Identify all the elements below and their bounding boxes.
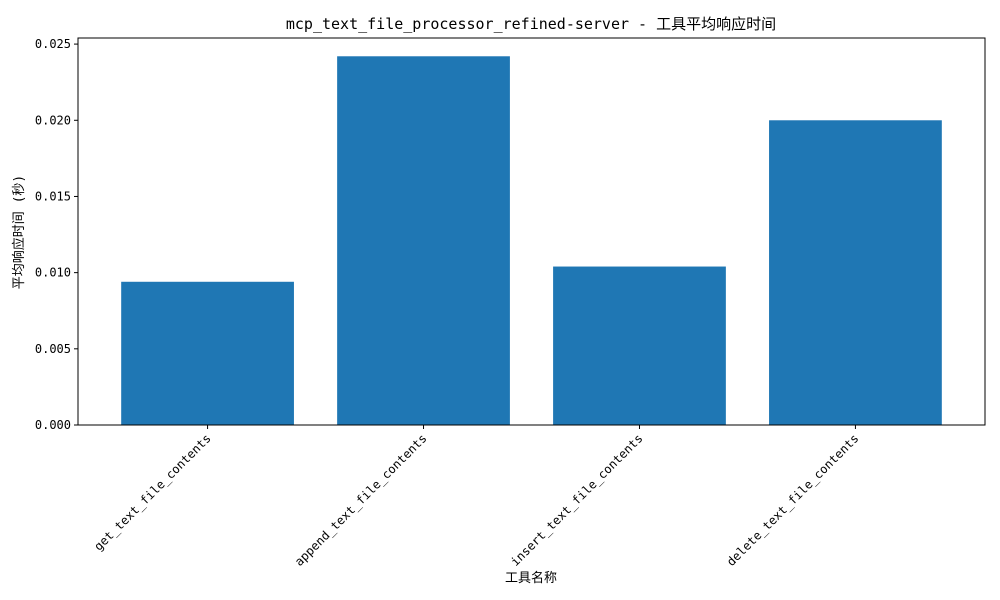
y-tick-label: 0.025 (35, 37, 71, 51)
x-axis-label: 工具名称 (505, 570, 557, 586)
bars-group (121, 56, 942, 425)
y-tick-label: 0.010 (35, 266, 71, 280)
y-axis: 0.000 0.005 0.010 0.015 0.020 0.025 (35, 37, 78, 432)
bar-delete_text_file_contents (769, 120, 942, 425)
y-tick-label: 0.005 (35, 342, 71, 356)
y-tick-label: 0.020 (35, 113, 71, 127)
bar-append_text_file_contents (337, 56, 510, 425)
bar-insert_text_file_contents (553, 266, 726, 425)
y-axis-label: 平均响应时间 (秒) (11, 175, 27, 289)
y-tick-label: 0.000 (35, 418, 71, 432)
bar-get_text_file_contents (121, 281, 294, 425)
chart-title: mcp_text_file_processor_refined-server -… (286, 15, 776, 33)
plot-frame (77, 37, 986, 426)
y-tick-label: 0.015 (35, 189, 71, 203)
